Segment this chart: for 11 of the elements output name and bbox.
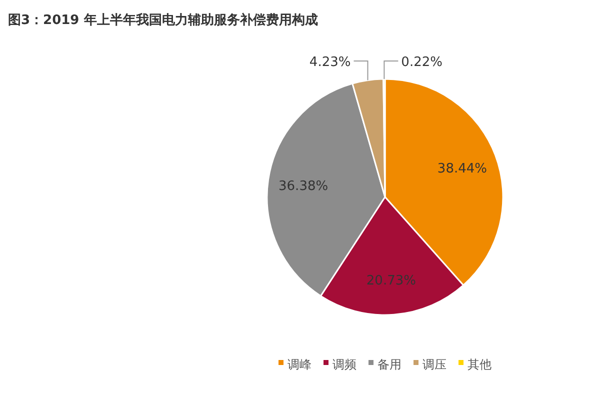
legend-label: 调峰	[288, 357, 312, 372]
legend-label: 调压	[422, 357, 446, 372]
data-label: 0.22%	[401, 55, 442, 70]
legend-label: 备用	[378, 357, 402, 372]
data-label: 20.73%	[366, 273, 416, 288]
legend-label: 调频	[332, 357, 356, 372]
legend-label: 其他	[468, 357, 492, 372]
data-label: 38.44%	[437, 162, 487, 177]
data-label: 4.23%	[309, 55, 351, 70]
text: 图3：2019 年上半年我国电力辅助服务补偿费用构成	[8, 12, 318, 28]
data-label: 36.38%	[278, 178, 328, 194]
